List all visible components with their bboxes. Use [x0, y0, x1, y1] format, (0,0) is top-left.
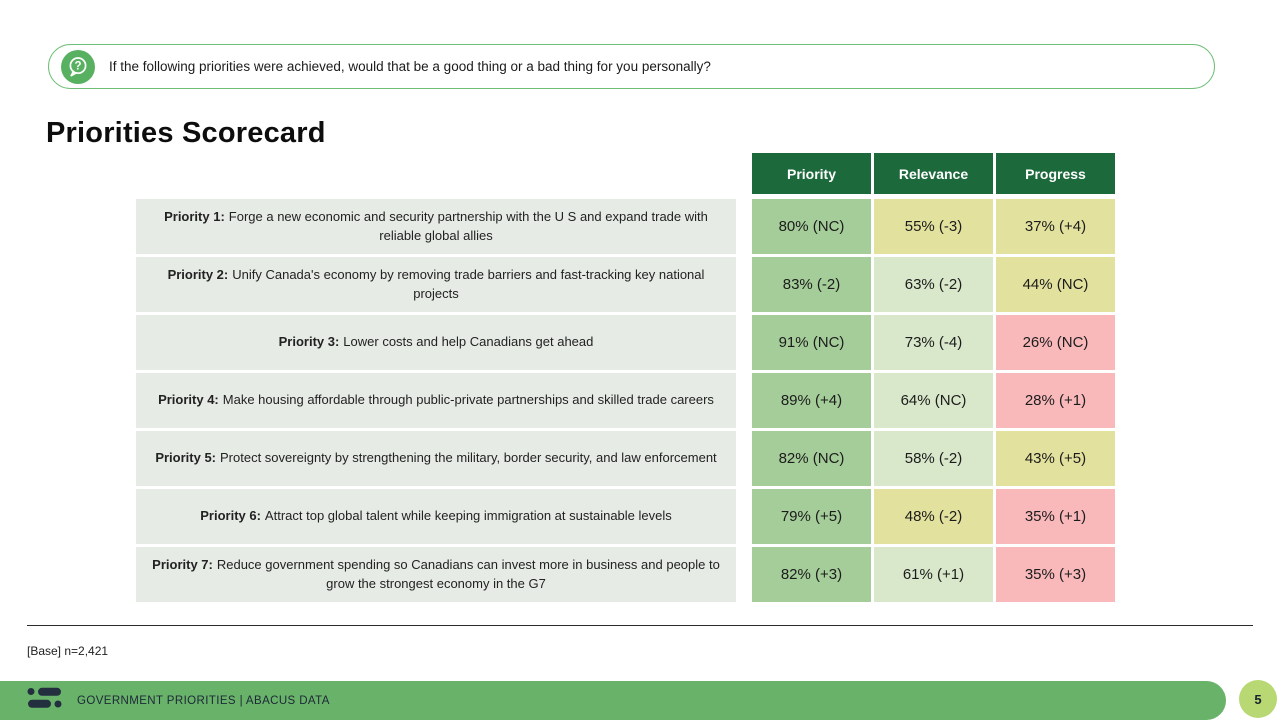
page-title: Priorities Scorecard: [46, 117, 326, 149]
abacus-data-logo-icon: [27, 687, 64, 714]
relevance-score-cell: 48% (-2): [874, 489, 993, 544]
base-footnote: [Base] n=2,421: [27, 644, 109, 658]
priority-text: Attract top global talent while keeping …: [264, 508, 672, 524]
table-row: Priority 2: Unify Canada's economy by rem…: [136, 257, 1115, 312]
relevance-score-cell: 73% (-4): [874, 315, 993, 370]
priority-text: Forge a new economic and security partne…: [228, 208, 708, 243]
table-row: Priority 6: Attract top global talent whi…: [136, 489, 1115, 544]
priority-score-cell: 83% (-2): [752, 257, 871, 312]
progress-score-cell: 44% (NC): [996, 257, 1115, 312]
priority-score-cell: 82% (NC): [752, 431, 871, 486]
table-header-row: Priority Relevance Progress: [752, 153, 1115, 194]
priority-description: Priority 4: Make housing affordable throu…: [136, 373, 736, 428]
priority-text: Lower costs and help Canadians get ahead: [343, 334, 594, 350]
table-row: Priority 5: Protect sovereignty by streng…: [136, 431, 1115, 486]
priority-description: Priority 1: Forge a new economic and secu…: [136, 199, 736, 254]
footer-divider-line: [27, 625, 1253, 626]
column-header-progress: Progress: [996, 153, 1115, 194]
footer-title: GOVERNMENT PRIORITIES | ABACUS DATA: [77, 694, 330, 707]
footer-bar: GOVERNMENT PRIORITIES | ABACUS DATA: [0, 681, 1226, 720]
column-header-priority: Priority: [752, 153, 871, 194]
priority-description: Priority 5: Protect sovereignty by streng…: [136, 431, 736, 486]
priority-score-cell: 79% (+5): [752, 489, 871, 544]
priority-label: Priority 4:: [158, 392, 219, 408]
priority-text: Make housing affordable through public-p…: [222, 392, 714, 408]
priority-text: Reduce government spending so Canadians …: [216, 556, 720, 591]
priority-score-cell: 91% (NC): [752, 315, 871, 370]
priority-label: Priority 7:: [152, 556, 213, 572]
priority-description: Priority 2: Unify Canada's economy by rem…: [136, 257, 736, 312]
progress-score-cell: 26% (NC): [996, 315, 1115, 370]
priority-label: Priority 3:: [278, 334, 340, 350]
priority-text: Protect sovereignty by strengthening the…: [220, 450, 717, 466]
priority-label: Priority 2:: [167, 266, 229, 282]
relevance-score-cell: 61% (+1): [874, 547, 993, 602]
question-bubble-icon: ?: [61, 50, 95, 84]
priority-score-cell: 80% (NC): [752, 199, 871, 254]
priority-label: Priority 1:: [164, 208, 225, 224]
table-row: Priority 4: Make housing affordable throu…: [136, 373, 1115, 428]
relevance-score-cell: 58% (-2): [874, 431, 993, 486]
progress-score-cell: 43% (+5): [996, 431, 1115, 486]
progress-score-cell: 35% (+1): [996, 489, 1115, 544]
priority-score-cell: 89% (+4): [752, 373, 871, 428]
question-text: If the following priorities were achieve…: [109, 59, 711, 74]
progress-score-cell: 37% (+4): [996, 199, 1115, 254]
priority-description: Priority 7: Reduce government spending so…: [136, 547, 736, 602]
progress-score-cell: 35% (+3): [996, 547, 1115, 602]
question-banner: ? If the following priorities were achie…: [48, 44, 1215, 89]
page-number-badge: 5: [1239, 680, 1277, 718]
priority-description: Priority 6: Attract top global talent whi…: [136, 489, 736, 544]
table-row: Priority 1: Forge a new economic and secu…: [136, 199, 1115, 254]
priority-text: Unify Canada's economy by removing trade…: [232, 266, 705, 301]
column-header-relevance: Relevance: [874, 153, 993, 194]
relevance-score-cell: 55% (-3): [874, 199, 993, 254]
relevance-score-cell: 64% (NC): [874, 373, 993, 428]
table-row: Priority 7: Reduce government spending so…: [136, 547, 1115, 602]
progress-score-cell: 28% (+1): [996, 373, 1115, 428]
priority-label: Priority 5:: [155, 450, 217, 466]
priority-score-cell: 82% (+3): [752, 547, 871, 602]
priorities-scorecard-table: Priority Relevance Progress Priority 1: F…: [136, 153, 1115, 605]
priority-label: Priority 6:: [200, 508, 261, 524]
svg-text:?: ?: [74, 61, 81, 73]
relevance-score-cell: 63% (-2): [874, 257, 993, 312]
table-row: Priority 3: Lower costs and help Canadian…: [136, 315, 1115, 370]
priority-description: Priority 3: Lower costs and help Canadian…: [136, 315, 736, 370]
